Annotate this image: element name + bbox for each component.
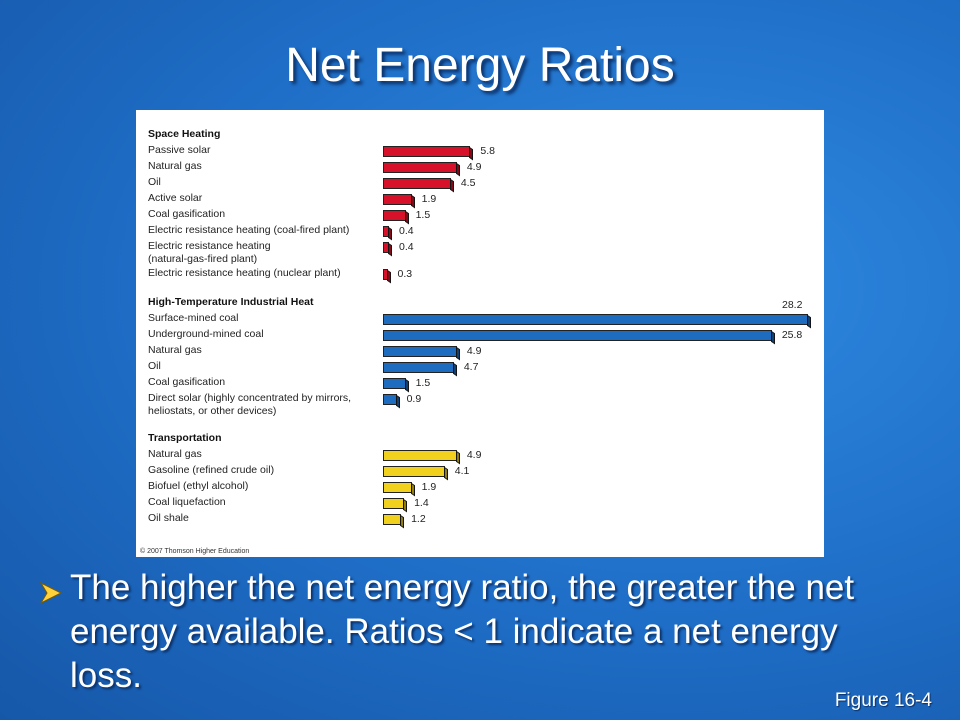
value-label: 28.2 [782,299,803,311]
bar [383,394,397,405]
value-label: 4.9 [466,345,482,357]
bar [383,362,454,373]
value-label: 4.9 [466,161,482,173]
bar-side [388,242,393,257]
bar-side [386,269,391,284]
bar [383,450,457,461]
category-label: Passive solar [148,144,211,156]
bar-side [455,450,460,465]
category-label: Natural gas [148,160,202,172]
value-label: 1.4 [414,497,429,509]
bar [383,466,445,477]
value-label: 25.8 [781,329,803,341]
group-heading: High-Temperature Industrial Heat [148,296,314,308]
category-label: Biofuel (ethyl alcohol) [148,480,249,492]
value-label: 0.4 [399,225,414,237]
group-heading: Space Heating [148,128,221,140]
value-label: 0.9 [406,393,422,405]
value-label: 4.7 [463,361,479,373]
category-label: Coal gasification [148,376,226,388]
category-label: Coal gasification [148,208,226,220]
category-label: Direct solar (highly concentrated by mir… [148,392,352,417]
value-label: 0.4 [399,241,414,253]
bar [383,178,451,189]
bar [383,346,457,357]
category-label: Gasoline (refined crude oil) [148,464,275,476]
category-label: Oil [148,360,161,372]
bar-side [770,330,775,345]
value-label: 1.2 [411,513,426,525]
value-label: 4.1 [454,465,470,477]
bar [383,482,412,493]
bar-side [449,178,454,193]
figure-label: Figure 16-4 [834,690,932,711]
bar [383,514,402,525]
value-label: 1.9 [421,481,437,493]
bar-side [455,346,460,361]
bar-side [403,498,408,513]
category-label: Underground-mined coal [148,328,264,340]
bar [383,162,457,173]
bar-side [410,482,415,497]
bar-side [807,314,811,329]
category-label: Electric resistance heating (nuclear pla… [148,267,341,279]
value-label: 1.9 [421,193,437,205]
value-label: 1.5 [415,209,431,221]
bar-side [404,378,409,393]
bullet-arrow [39,581,63,605]
category-label: Oil shale [148,512,189,524]
bullet-text: The higher the net energy ratio, the gre… [70,568,855,695]
bar-side [452,362,457,377]
bar [383,210,406,221]
category-label: Active solar [148,192,203,204]
category-label: Oil [148,176,161,188]
bar [383,314,808,325]
value-label: 5.8 [480,145,496,157]
category-label: Surface-mined coal [148,312,239,324]
bar-side [443,466,448,481]
bar-side [469,146,474,161]
chart: © 2007 Thomson Higher Education Space He… [136,110,824,557]
category-label: Electric resistance heating (natural-gas… [148,240,271,265]
bar-side [400,514,405,529]
bar [383,194,412,205]
bar [383,378,406,389]
value-label: 4.5 [460,177,476,189]
value-label: 0.3 [397,268,413,280]
bar [383,146,471,157]
bar-side [404,210,409,225]
copyright: © 2007 Thomson Higher Education [140,548,250,555]
bar-side [388,226,393,241]
category-label: Coal liquefaction [148,496,226,508]
bar-side [455,162,460,177]
bar-side [410,194,415,209]
value-label: 1.5 [415,377,431,389]
value-label: 4.9 [466,449,482,461]
category-label: Natural gas [148,344,202,356]
bar [383,330,772,341]
category-label: Natural gas [148,448,202,460]
group-heading: Transportation [148,432,222,444]
bar [383,498,405,509]
bar-side [395,394,400,409]
slide-title: Net Energy Ratios [285,39,675,92]
category-label: Electric resistance heating (coal-fired … [148,224,350,236]
